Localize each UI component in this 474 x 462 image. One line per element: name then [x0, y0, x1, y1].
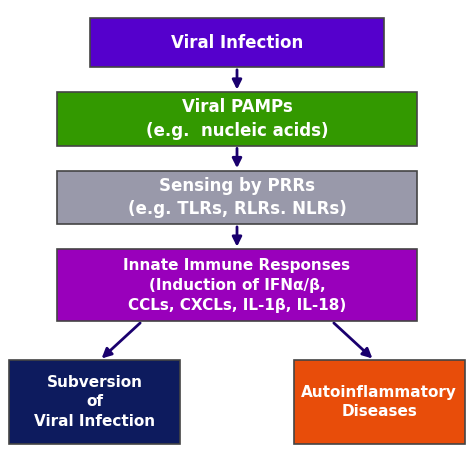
Text: Autoinflammatory
Diseases: Autoinflammatory Diseases: [301, 384, 457, 419]
FancyBboxPatch shape: [57, 171, 417, 224]
FancyBboxPatch shape: [57, 92, 417, 146]
FancyBboxPatch shape: [9, 360, 180, 444]
Text: Viral PAMPs
(e.g.  nucleic acids): Viral PAMPs (e.g. nucleic acids): [146, 98, 328, 140]
Text: Viral Infection: Viral Infection: [171, 34, 303, 52]
Text: Sensing by PRRs
(e.g. TLRs, RLRs. NLRs): Sensing by PRRs (e.g. TLRs, RLRs. NLRs): [128, 176, 346, 219]
FancyBboxPatch shape: [90, 18, 384, 67]
Text: Subversion
of
Viral Infection: Subversion of Viral Infection: [34, 375, 155, 429]
Text: Innate Immune Responses
(Induction of IFNα/β,
CCLs, CXCLs, IL-1β, IL-18): Innate Immune Responses (Induction of IF…: [123, 258, 351, 313]
FancyBboxPatch shape: [294, 360, 465, 444]
FancyBboxPatch shape: [57, 249, 417, 321]
